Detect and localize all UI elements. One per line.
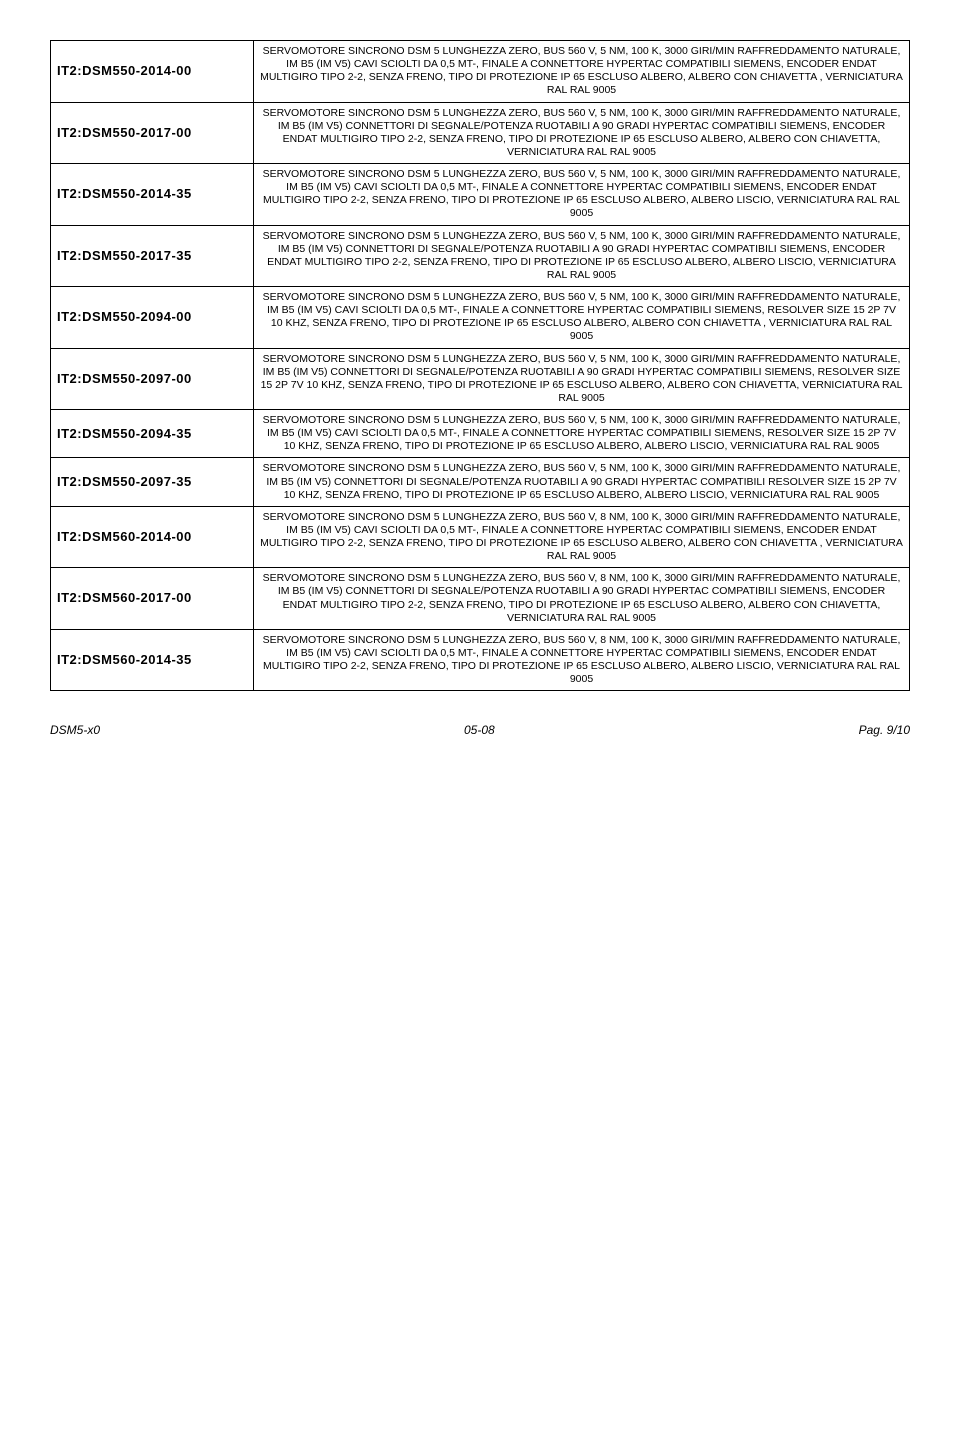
table-row: IT2:DSM550-2097-00SERVOMOTORE SINCRONO D… — [51, 348, 910, 410]
product-description: SERVOMOTORE SINCRONO DSM 5 LUNGHEZZA ZER… — [254, 287, 910, 349]
product-description: SERVOMOTORE SINCRONO DSM 5 LUNGHEZZA ZER… — [254, 102, 910, 164]
product-code: IT2:DSM560-2014-00 — [51, 506, 254, 568]
table-row: IT2:DSM560-2017-00SERVOMOTORE SINCRONO D… — [51, 568, 910, 630]
product-code: IT2:DSM550-2094-35 — [51, 410, 254, 458]
table-row: IT2:DSM550-2094-00SERVOMOTORE SINCRONO D… — [51, 287, 910, 349]
page-footer: DSM5-x0 05-08 Pag. 9/10 — [0, 711, 960, 757]
table-row: IT2:DSM550-2017-35SERVOMOTORE SINCRONO D… — [51, 225, 910, 287]
product-code: IT2:DSM560-2014-35 — [51, 629, 254, 691]
product-description: SERVOMOTORE SINCRONO DSM 5 LUNGHEZZA ZER… — [254, 410, 910, 458]
product-code: IT2:DSM550-2097-35 — [51, 458, 254, 506]
table-row: IT2:DSM550-2014-00SERVOMOTORE SINCRONO D… — [51, 41, 910, 103]
product-description: SERVOMOTORE SINCRONO DSM 5 LUNGHEZZA ZER… — [254, 41, 910, 103]
product-description: SERVOMOTORE SINCRONO DSM 5 LUNGHEZZA ZER… — [254, 225, 910, 287]
product-description: SERVOMOTORE SINCRONO DSM 5 LUNGHEZZA ZER… — [254, 164, 910, 226]
table-row: IT2:DSM560-2014-35SERVOMOTORE SINCRONO D… — [51, 629, 910, 691]
product-description: SERVOMOTORE SINCRONO DSM 5 LUNGHEZZA ZER… — [254, 348, 910, 410]
product-code: IT2:DSM550-2014-35 — [51, 164, 254, 226]
footer-center: 05-08 — [464, 723, 495, 737]
product-description: SERVOMOTORE SINCRONO DSM 5 LUNGHEZZA ZER… — [254, 506, 910, 568]
table-row: IT2:DSM550-2014-35SERVOMOTORE SINCRONO D… — [51, 164, 910, 226]
product-code: IT2:DSM550-2097-00 — [51, 348, 254, 410]
table-row: IT2:DSM550-2017-00SERVOMOTORE SINCRONO D… — [51, 102, 910, 164]
product-code: IT2:DSM550-2014-00 — [51, 41, 254, 103]
table-row: IT2:DSM550-2097-35SERVOMOTORE SINCRONO D… — [51, 458, 910, 506]
product-table: IT2:DSM550-2014-00SERVOMOTORE SINCRONO D… — [50, 40, 910, 691]
table-row: IT2:DSM560-2014-00SERVOMOTORE SINCRONO D… — [51, 506, 910, 568]
footer-left: DSM5-x0 — [50, 723, 100, 737]
page-content: IT2:DSM550-2014-00SERVOMOTORE SINCRONO D… — [0, 0, 960, 711]
product-description: SERVOMOTORE SINCRONO DSM 5 LUNGHEZZA ZER… — [254, 629, 910, 691]
product-code: IT2:DSM550-2017-35 — [51, 225, 254, 287]
product-code: IT2:DSM550-2094-00 — [51, 287, 254, 349]
product-description: SERVOMOTORE SINCRONO DSM 5 LUNGHEZZA ZER… — [254, 458, 910, 506]
product-code: IT2:DSM550-2017-00 — [51, 102, 254, 164]
table-row: IT2:DSM550-2094-35SERVOMOTORE SINCRONO D… — [51, 410, 910, 458]
product-code: IT2:DSM560-2017-00 — [51, 568, 254, 630]
product-description: SERVOMOTORE SINCRONO DSM 5 LUNGHEZZA ZER… — [254, 568, 910, 630]
footer-right: Pag. 9/10 — [859, 723, 910, 737]
